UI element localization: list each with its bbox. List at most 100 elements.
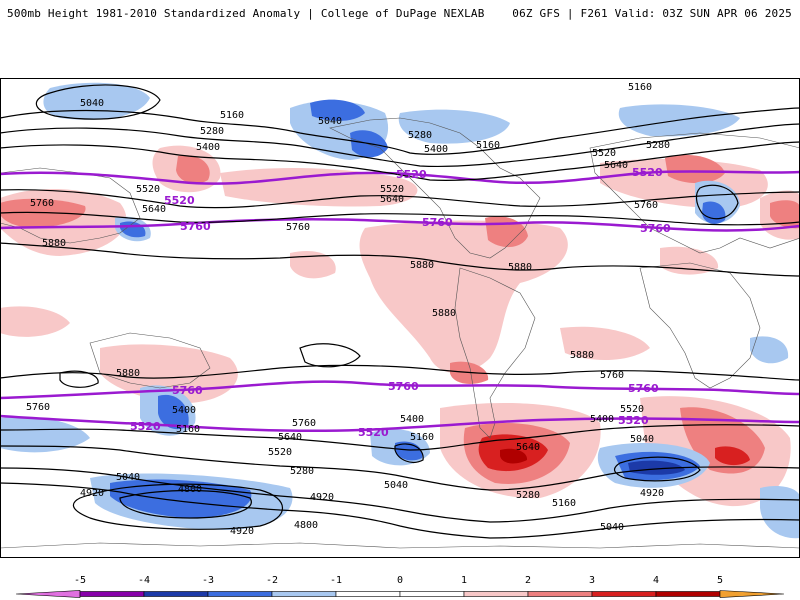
contour-label: 5040 xyxy=(384,480,408,491)
landmass-eurasia xyxy=(589,132,800,254)
reference-contour-labels: 5520 5520 5520 5760 5760 5760 5760 5760 … xyxy=(130,166,671,439)
contour-label: 5160 xyxy=(552,498,576,509)
height-contour-low-indian xyxy=(394,443,424,463)
height-contour-5280 xyxy=(0,123,800,168)
contour-label: 4800 xyxy=(294,520,318,531)
colorbar-segment xyxy=(463,591,529,597)
colorbar-segment xyxy=(655,591,721,597)
ref-contour-5520-north xyxy=(0,170,800,185)
contour-label: 5280 xyxy=(516,490,540,501)
contour-label: 4920 xyxy=(640,488,664,499)
pos-anomaly-region xyxy=(359,220,568,373)
contour-label: 5160 xyxy=(476,140,500,151)
ref-contour-5760-south xyxy=(0,380,800,400)
contour-label: 5760 xyxy=(286,222,310,233)
ref-contour-label: 5520 xyxy=(130,420,161,433)
colorbar-tick-label: 5 xyxy=(717,575,723,586)
colorbar-tick-label: 4 xyxy=(653,575,659,586)
neg-anomaly-region xyxy=(628,460,685,475)
contour-label: 5640 xyxy=(380,194,404,205)
pos-anomaly-region xyxy=(0,306,70,337)
contour-label: 5760 xyxy=(634,200,658,211)
colorbar-tick-label: -1 xyxy=(330,575,342,586)
height-contour-ridge-pacific xyxy=(299,343,361,368)
contour-label: 5280 xyxy=(290,466,314,477)
ref-contour-label: 5760 xyxy=(422,216,453,229)
pos-anomaly-region xyxy=(500,448,528,464)
colorbar-tick-label: -2 xyxy=(266,575,278,586)
ref-contour-label: 5760 xyxy=(172,384,203,397)
contour-label: 5160 xyxy=(220,110,244,121)
contour-label: 5520 xyxy=(136,184,160,195)
contour-label: 5520 xyxy=(592,148,616,159)
contour-label: 5880 xyxy=(410,260,434,271)
contour-label: 5760 xyxy=(30,198,54,209)
contour-label: 4920 xyxy=(230,526,254,537)
map-title: 500mb Height 1981-2010 Standardized Anom… xyxy=(7,7,485,20)
contour-label: 5040 xyxy=(116,472,140,483)
colorbar-segment xyxy=(335,591,401,597)
colorbar-segment xyxy=(527,591,593,597)
contour-label: 5880 xyxy=(570,350,594,361)
colorbar-segment xyxy=(79,591,145,597)
ref-contour-5520-south xyxy=(0,414,800,433)
contour-label: 5280 xyxy=(408,130,432,141)
height-contour-5040-south xyxy=(0,482,800,539)
contour-label: 5640 xyxy=(142,204,166,215)
contour-label: 5400 xyxy=(196,142,220,153)
contour-label: 5160 xyxy=(410,432,434,443)
colorbar-tick-label: -4 xyxy=(138,575,150,586)
colorbar-segments xyxy=(15,590,785,598)
contour-label: 5280 xyxy=(200,126,224,137)
contour-label: 5640 xyxy=(516,442,540,453)
pos-anomaly-region xyxy=(770,200,800,229)
colorbar-tick-label: 2 xyxy=(525,575,531,586)
ref-contour-label: 5520 xyxy=(632,166,663,179)
contour-label: 5280 xyxy=(646,140,670,151)
height-contour-5400 xyxy=(0,141,800,181)
contour-label: 5040 xyxy=(80,98,104,109)
colorbar-tick-label: 3 xyxy=(589,575,595,586)
reference-contours xyxy=(0,170,800,433)
neg-anomaly-region xyxy=(310,99,365,121)
height-contour-5400-south xyxy=(0,445,800,491)
pos-anomaly-region xyxy=(176,155,210,184)
height-contour-ridge-indian xyxy=(59,370,99,388)
contour-label: 5520 xyxy=(380,184,404,195)
contour-label: 5760 xyxy=(600,370,624,381)
neg-anomaly-region xyxy=(398,109,510,144)
height-contour-4920 xyxy=(72,483,284,530)
height-contour-5880-south xyxy=(0,364,800,381)
contour-label: 5400 xyxy=(590,414,614,425)
pos-anomaly-region xyxy=(0,198,86,228)
height-contour-5640 xyxy=(0,189,800,209)
ref-contour-label: 5520 xyxy=(618,414,649,427)
height-contour-5160-south xyxy=(0,467,800,523)
neg-anomaly-region xyxy=(158,394,189,430)
height-contour-low-pacific xyxy=(614,456,701,482)
contour-label: 5520 xyxy=(268,447,292,458)
pos-anomaly-region xyxy=(665,154,725,184)
ref-contour-label: 5520 xyxy=(396,168,427,181)
colorbar-segment xyxy=(719,590,785,598)
ref-contour-label: 5520 xyxy=(358,426,389,439)
anomaly-map: 5040 5160 5280 5400 5520 5640 5760 5880 … xyxy=(0,78,800,558)
ref-contour-label: 5760 xyxy=(628,382,659,395)
contour-label: 5400 xyxy=(400,414,424,425)
height-contour-5880 xyxy=(0,242,800,277)
colorbar-tick-label: -3 xyxy=(202,575,214,586)
pos-anomaly-region xyxy=(560,326,650,360)
neg-anomaly-region xyxy=(0,416,90,453)
contour-label: 4920 xyxy=(80,488,104,499)
height-contours xyxy=(0,84,800,539)
contour-label: 5040 xyxy=(600,522,624,533)
landmass-north-america xyxy=(329,117,541,259)
ref-contour-label: 5760 xyxy=(388,380,419,393)
colorbar-segment xyxy=(207,591,273,597)
height-contour-labels: 5040 5160 5280 5400 5520 5640 5760 5880 … xyxy=(26,82,670,537)
anomaly-shading xyxy=(0,82,800,539)
height-contour-5160 xyxy=(0,107,800,155)
colorbar: -5 -4 -3 -2 -1 0 1 2 3 4 5 xyxy=(15,575,785,598)
contour-label: 5520 xyxy=(620,404,644,415)
contour-label: 5760 xyxy=(26,402,50,413)
